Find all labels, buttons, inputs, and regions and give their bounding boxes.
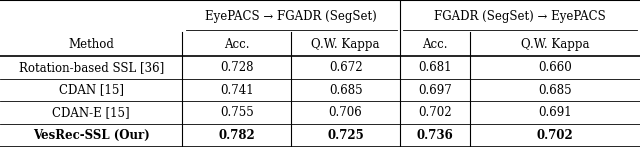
Text: 0.685: 0.685	[329, 83, 362, 97]
Text: CDAN [15]: CDAN [15]	[59, 83, 124, 97]
Text: 0.672: 0.672	[329, 61, 362, 74]
Text: 0.725: 0.725	[327, 129, 364, 142]
Text: 0.681: 0.681	[419, 61, 452, 74]
Text: Rotation-based SSL [36]: Rotation-based SSL [36]	[19, 61, 164, 74]
Text: VesRec-SSL (Our): VesRec-SSL (Our)	[33, 129, 150, 142]
Text: Q.W. Kappa: Q.W. Kappa	[521, 38, 589, 51]
Text: 0.702: 0.702	[537, 129, 573, 142]
Text: 0.702: 0.702	[419, 106, 452, 119]
Text: 0.736: 0.736	[417, 129, 454, 142]
Text: 0.728: 0.728	[220, 61, 253, 74]
Text: 0.697: 0.697	[419, 83, 452, 97]
Text: 0.660: 0.660	[538, 61, 572, 74]
Text: 0.782: 0.782	[218, 129, 255, 142]
Text: 0.691: 0.691	[538, 106, 572, 119]
Text: EyePACS → FGADR (SegSet): EyePACS → FGADR (SegSet)	[205, 10, 377, 23]
Text: 0.741: 0.741	[220, 83, 253, 97]
Text: Q.W. Kappa: Q.W. Kappa	[311, 38, 380, 51]
Text: 0.685: 0.685	[538, 83, 572, 97]
Text: Acc.: Acc.	[422, 38, 448, 51]
Text: Method: Method	[68, 38, 114, 51]
Text: Acc.: Acc.	[224, 38, 250, 51]
Text: CDAN-E [15]: CDAN-E [15]	[52, 106, 130, 119]
Text: FGADR (SegSet) → EyePACS: FGADR (SegSet) → EyePACS	[434, 10, 606, 23]
Text: 0.755: 0.755	[220, 106, 253, 119]
Text: 0.706: 0.706	[329, 106, 362, 119]
